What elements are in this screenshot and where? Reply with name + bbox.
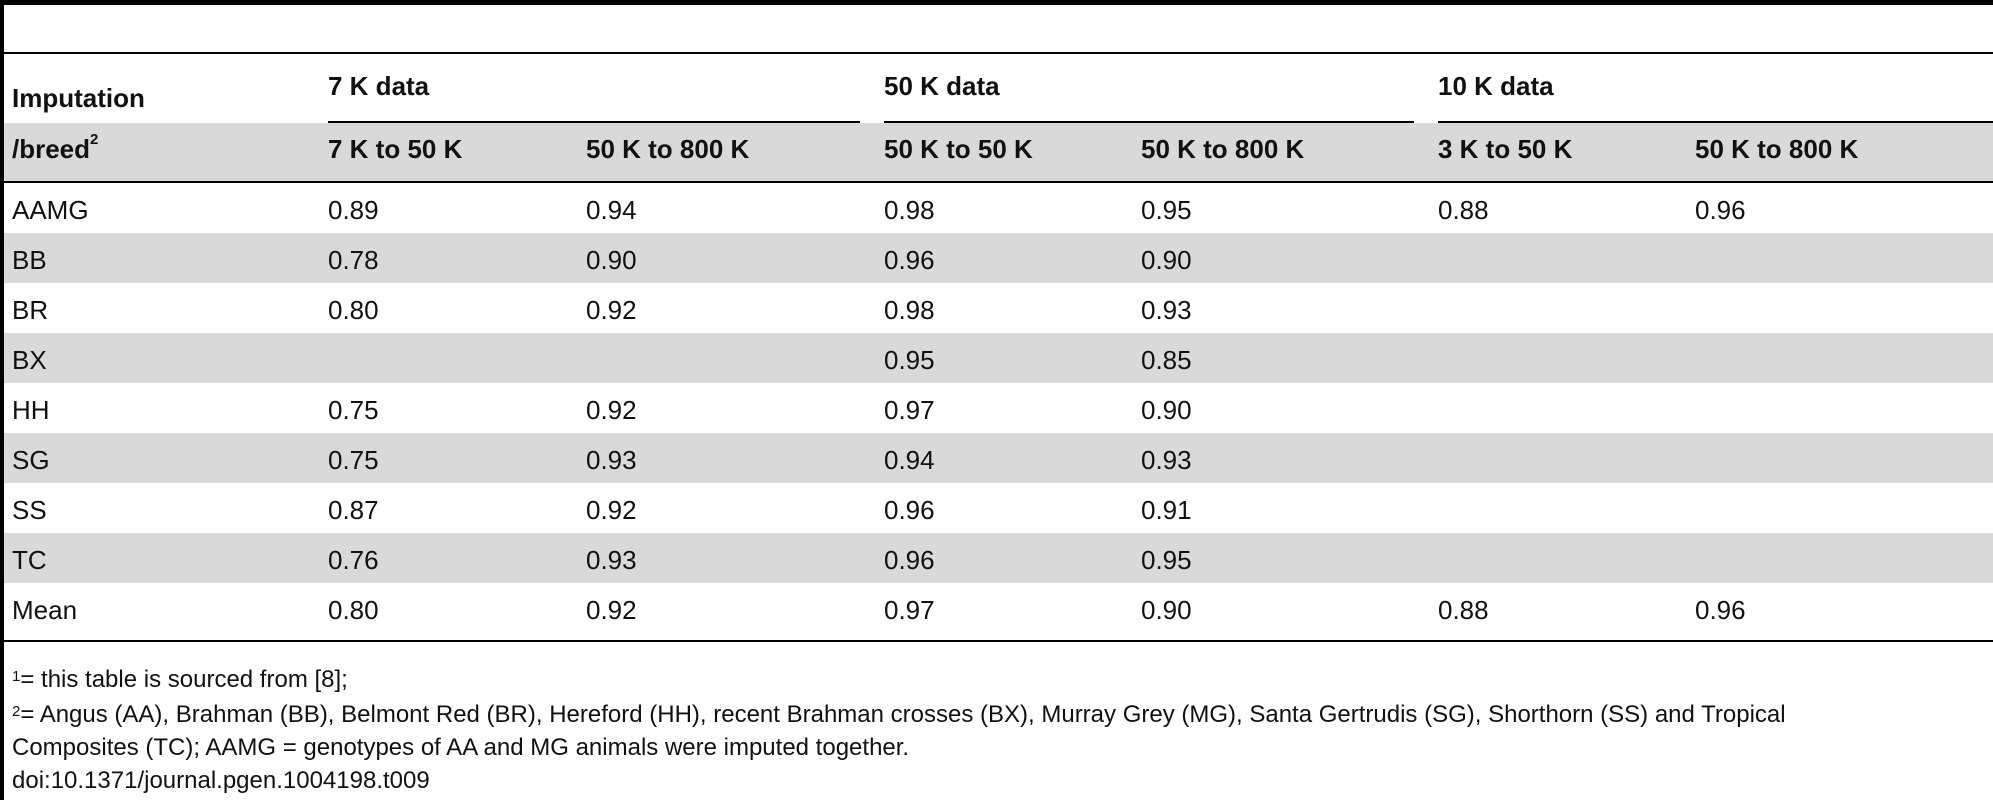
- value-cell: 0.90: [586, 245, 637, 275]
- footnote-1: 1= this table is sourced from [8];: [12, 663, 348, 696]
- value-cell: 0.98: [884, 295, 935, 325]
- value-cell: 0.88: [1438, 595, 1489, 625]
- value-cell: 0.78: [328, 245, 379, 275]
- table-row: HH 0.75 0.92 0.97 0.90: [4, 383, 1993, 433]
- breed-cell: AAMG: [12, 195, 89, 225]
- value-cell: 0.80: [328, 595, 379, 625]
- value-cell: 0.88: [1438, 195, 1489, 225]
- footnote-1-text: = this table is sourced from [8];: [20, 666, 348, 693]
- breed-cell: HH: [12, 395, 50, 425]
- value-cell: 0.94: [586, 195, 637, 225]
- footnote-2-text-line-1: = Angus (AA), Brahman (BB), Belmont Red …: [20, 701, 1786, 728]
- sub-header: 50 K to 800 K: [1141, 134, 1305, 164]
- value-cell: 0.93: [1141, 445, 1192, 475]
- table-row: TC 0.76 0.93 0.96 0.95: [4, 533, 1993, 583]
- table-top-rule: [4, 52, 1993, 54]
- header-band: [4, 123, 1993, 181]
- value-cell: 0.90: [1141, 595, 1192, 625]
- value-cell: 0.95: [884, 345, 935, 375]
- value-cell: 0.97: [884, 395, 935, 425]
- sub-header: 50 K to 800 K: [1695, 134, 1859, 164]
- value-cell: 0.87: [328, 495, 379, 525]
- group-header-7k: 7 K data: [328, 71, 430, 101]
- footnote-2-line-1: 2= Angus (AA), Brahman (BB), Belmont Red…: [12, 698, 1786, 731]
- value-cell: 0.96: [884, 545, 935, 575]
- sub-header: 7 K to 50 K: [328, 134, 463, 164]
- breed-cell: SG: [12, 445, 50, 475]
- table-row: BR 0.80 0.92 0.98 0.93: [4, 283, 1993, 333]
- table-row: AAMG 0.89 0.94 0.98 0.95 0.88 0.96: [4, 183, 1993, 233]
- value-cell: 0.94: [884, 445, 935, 475]
- breed-cell: SS: [12, 495, 47, 525]
- footnote-2-line-2: Composites (TC); AAMG = genotypes of AA …: [12, 734, 910, 761]
- table-row: SG 0.75 0.93 0.94 0.93: [4, 433, 1993, 483]
- value-cell: 0.91: [1141, 495, 1192, 525]
- stub-header-superscript: 2: [90, 131, 99, 148]
- value-cell: 0.76: [328, 545, 379, 575]
- breed-cell: TC: [12, 545, 47, 575]
- value-cell: 0.92: [586, 495, 637, 525]
- breed-cell: BB: [12, 245, 47, 275]
- table-row: SS 0.87 0.92 0.96 0.91: [4, 483, 1993, 533]
- sub-header: 50 K to 800 K: [586, 134, 750, 164]
- group-header-10k: 10 K data: [1438, 71, 1554, 101]
- value-cell: 0.93: [586, 545, 637, 575]
- breed-cell: Mean: [12, 595, 78, 625]
- value-cell: 0.89: [328, 195, 379, 225]
- stub-header-line1: Imputation: [12, 83, 145, 113]
- group-rule-10k: [1438, 121, 1993, 123]
- stub-header-line2: /breed2: [12, 131, 99, 165]
- value-cell: 0.97: [884, 595, 935, 625]
- value-cell: 0.96: [1695, 595, 1746, 625]
- table-bottom-rule: [4, 640, 1993, 642]
- footnote-1-marker: 1: [12, 668, 21, 685]
- table-row: BB 0.78 0.90 0.96 0.90: [4, 233, 1993, 283]
- group-rule-50k: [884, 121, 1414, 123]
- value-cell: 0.98: [884, 195, 935, 225]
- sub-header: 3 K to 50 K: [1438, 134, 1573, 164]
- value-cell: 0.96: [884, 245, 935, 275]
- value-cell: 0.92: [586, 295, 637, 325]
- breed-cell: BR: [12, 295, 49, 325]
- group-rule-7k: [328, 121, 860, 123]
- value-cell: 0.75: [328, 445, 379, 475]
- value-cell: 0.90: [1141, 245, 1192, 275]
- value-cell: 0.96: [884, 495, 935, 525]
- footnote-2-marker: 2: [12, 703, 21, 720]
- value-cell: 0.92: [586, 395, 637, 425]
- top-rule: [0, 0, 1993, 5]
- breed-cell: BX: [12, 345, 47, 375]
- group-header-50k: 50 K data: [884, 71, 1000, 101]
- value-cell: 0.93: [586, 445, 637, 475]
- sub-header: 50 K to 50 K: [884, 134, 1033, 164]
- value-cell: 0.93: [1141, 295, 1192, 325]
- value-cell: 0.95: [1141, 195, 1192, 225]
- stub-header-text: /breed: [12, 134, 91, 164]
- left-rule: [0, 0, 4, 800]
- value-cell: 0.92: [586, 595, 637, 625]
- value-cell: 0.85: [1141, 345, 1192, 375]
- table-row-mean: Mean 0.80 0.92 0.97 0.90 0.88 0.96: [4, 583, 1993, 633]
- table-row: BX 0.95 0.85: [4, 333, 1993, 383]
- value-cell: 0.96: [1695, 195, 1746, 225]
- value-cell: 0.75: [328, 395, 379, 425]
- header-bottom-rule: [4, 181, 1993, 183]
- value-cell: 0.80: [328, 295, 379, 325]
- value-cell: 0.95: [1141, 545, 1192, 575]
- value-cell: 0.90: [1141, 395, 1192, 425]
- doi-link[interactable]: doi:10.1371/journal.pgen.1004198.t009: [12, 767, 430, 794]
